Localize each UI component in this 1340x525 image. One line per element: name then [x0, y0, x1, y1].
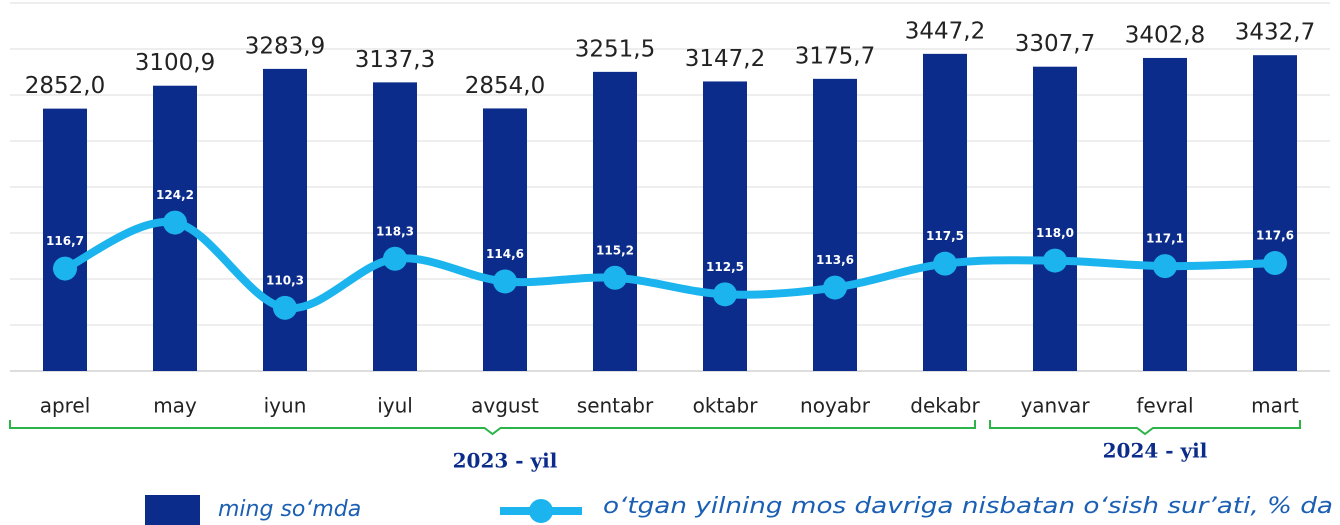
- bar: [263, 68, 307, 372]
- line-value-label: 117,1: [1146, 232, 1184, 246]
- line-marker: [933, 251, 957, 276]
- x-tick-label: iyul: [377, 394, 413, 418]
- line-value-label: 115,2: [596, 243, 634, 257]
- bar-value-label: 3137,3: [355, 47, 435, 73]
- bar-value-label: 3147,2: [685, 46, 765, 72]
- line-marker: [1153, 254, 1177, 279]
- line: [63, 217, 1276, 313]
- bar: [703, 81, 747, 371]
- line-marker: [603, 265, 627, 290]
- bar-value-label: 3175,7: [795, 43, 875, 69]
- group-brace: [9, 420, 976, 436]
- line-value-label: 118,3: [376, 224, 414, 238]
- x-tick-label: iyun: [264, 394, 307, 418]
- line-value-label: 112,5: [706, 260, 744, 274]
- bar: [483, 108, 527, 371]
- group-label: 2024 - yil: [1103, 439, 1208, 463]
- line-marker: [823, 275, 847, 300]
- line-value-label: 110,3: [266, 273, 304, 287]
- bar: [373, 82, 417, 371]
- line-marker: [163, 210, 187, 235]
- bar-value-label: 3447,2: [905, 18, 985, 44]
- x-tick-label: noyabr: [800, 394, 871, 418]
- bar-value-label: 3402,8: [1125, 22, 1205, 48]
- line-marker: [383, 246, 407, 271]
- group-brace: [989, 420, 1301, 436]
- x-tick-label: oktabr: [693, 394, 759, 418]
- x-tick-label: aprel: [40, 394, 91, 418]
- line-marker: [1043, 248, 1067, 273]
- bar: [1143, 57, 1187, 371]
- x-tick-label: sentabr: [577, 394, 654, 418]
- bar-value-label: 2852,0: [25, 73, 105, 99]
- legend-label: o‘tgan yilning mos davriga nisbatan o‘si…: [603, 494, 1333, 519]
- line-marker: [493, 269, 517, 294]
- legend-label: ming so‘mda: [218, 497, 361, 522]
- bar-value-label: 3100,9: [135, 50, 215, 76]
- x-tick-label: dekabr: [910, 394, 980, 418]
- line-marker: [53, 256, 77, 281]
- line-marker: [273, 295, 297, 320]
- group-label: 2023 - yil: [453, 449, 558, 473]
- line-marker: [713, 282, 737, 307]
- line-value-label: 114,6: [486, 247, 524, 261]
- bar: [1253, 55, 1297, 372]
- bar-value-label: 3251,5: [575, 36, 655, 62]
- line-marker: [1263, 251, 1287, 276]
- bar: [1033, 66, 1077, 372]
- x-tick-label: may: [153, 394, 197, 418]
- legend-marker: [529, 499, 553, 523]
- line-value-label: 117,6: [1256, 229, 1294, 243]
- bar-value-label: 3283,9: [245, 33, 325, 59]
- bar-value-label: 3432,7: [1235, 20, 1315, 46]
- x-tick-label: avgust: [471, 394, 539, 418]
- x-tick-label: yanvar: [1020, 394, 1090, 418]
- bar: [923, 53, 967, 371]
- bar: [43, 108, 87, 371]
- line-value-label: 113,6: [816, 253, 854, 267]
- bar-value-label: 3307,7: [1015, 31, 1095, 57]
- bar: [593, 71, 637, 371]
- x-tick-label: fevral: [1136, 394, 1193, 418]
- line-value-label: 124,2: [156, 188, 194, 202]
- line-value-label: 116,7: [46, 234, 84, 248]
- line-value-label: 118,0: [1036, 226, 1074, 240]
- legend-swatch: [145, 495, 200, 525]
- bar-value-label: 2854,0: [465, 73, 545, 99]
- x-tick-label: mart: [1251, 394, 1299, 418]
- line-value-label: 117,5: [926, 229, 964, 243]
- bar: [813, 78, 857, 371]
